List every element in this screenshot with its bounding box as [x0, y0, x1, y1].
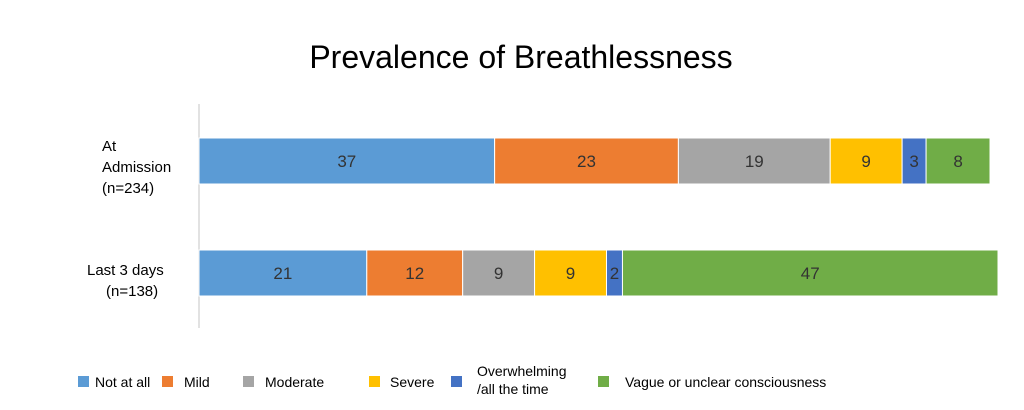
data-label: 3: [909, 152, 918, 171]
bar-segment: [677, 137, 831, 185]
bar-segment: [198, 137, 496, 185]
data-label: 37: [337, 152, 356, 171]
bar-segment: [534, 249, 607, 297]
data-label: 19: [745, 152, 764, 171]
legend-label: Moderate: [265, 374, 324, 390]
legend-label: Not at all: [95, 374, 150, 390]
bar-segment: [198, 249, 368, 297]
legend-swatch: [598, 376, 609, 387]
data-label: 23: [577, 152, 596, 171]
legend-label: Overwhelming/all the time: [477, 363, 566, 397]
bar-segment: [925, 137, 991, 185]
legend-label: Mild: [184, 374, 210, 390]
category-label: (n=138): [106, 283, 158, 300]
data-label: 47: [801, 264, 820, 283]
category-label: Last 3 days: [87, 262, 164, 279]
bar-segment: [494, 137, 679, 185]
data-label: 8: [953, 152, 962, 171]
category-label: At: [102, 138, 117, 155]
data-label: 21: [273, 264, 292, 283]
legend-swatch: [369, 376, 380, 387]
data-label: 12: [405, 264, 424, 283]
legend-swatch: [243, 376, 254, 387]
legend-label: Severe: [390, 374, 435, 390]
category-label: Admission: [102, 159, 171, 176]
data-label: 9: [861, 152, 870, 171]
legend-swatch: [162, 376, 173, 387]
data-label: 2: [610, 264, 619, 283]
legend-swatch: [451, 376, 462, 387]
bar-segment: [621, 249, 999, 297]
data-label: 9: [494, 264, 503, 283]
legend-label: Vague or unclear consciousness: [625, 374, 826, 390]
chart-title: Prevalence of Breathlessness: [309, 39, 732, 75]
data-label: 9: [566, 264, 575, 283]
legend-swatch: [78, 376, 89, 387]
category-label: (n=234): [102, 180, 154, 197]
